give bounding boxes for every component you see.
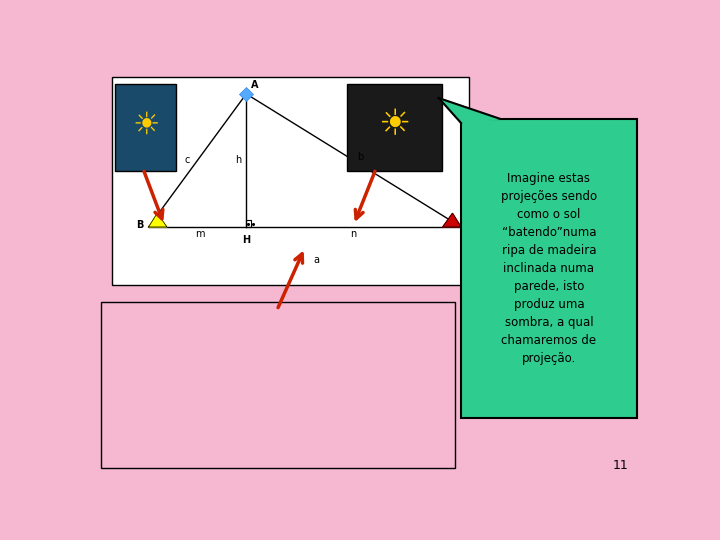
FancyBboxPatch shape	[101, 302, 456, 468]
Text: A: A	[251, 80, 258, 90]
Text: n: n	[210, 423, 217, 436]
Text: H: H	[242, 235, 251, 245]
Text: m: m	[195, 230, 205, 239]
Text: Imagine estas
projeções sendo
como o sol
“batendo”numa
ripa de madeira
inclinada: Imagine estas projeções sendo como o sol…	[501, 172, 597, 365]
Text: m (segmento ̅B̅H) é a projeção do cateto c: m (segmento ̅B̅H) é a projeção do cateto…	[108, 345, 359, 357]
Text: n: n	[351, 230, 357, 239]
Text: sobre a hipotenusa e n (segmento ̅C̅H) é a: sobre a hipotenusa e n (segmento ̅C̅H) é…	[108, 370, 359, 383]
Text: a = m + n: a = m + n	[220, 318, 292, 331]
Polygon shape	[148, 213, 167, 227]
Text: a: a	[313, 255, 319, 265]
Text: (segmento ̅B̅C).: (segmento ̅B̅C).	[171, 449, 267, 462]
Text: (̅C̅H) é igual a: (̅C̅H) é igual a	[217, 423, 302, 436]
Text: (̅B̅H) +: (̅B̅H) +	[161, 423, 209, 436]
Text: hipotenusa: hipotenusa	[108, 449, 178, 462]
Text: ☀: ☀	[378, 108, 410, 142]
Text: a soma de: a soma de	[108, 423, 173, 436]
Text: b: b	[357, 152, 364, 162]
FancyBboxPatch shape	[112, 77, 469, 285]
Text: C: C	[466, 222, 473, 232]
Text: , ou seja: , ou seja	[294, 318, 343, 331]
Text: Outra relação métrica é:: Outra relação métrica é:	[108, 318, 261, 331]
Text: B: B	[135, 220, 143, 230]
Polygon shape	[438, 98, 500, 123]
FancyBboxPatch shape	[115, 84, 176, 171]
FancyBboxPatch shape	[347, 84, 441, 171]
FancyBboxPatch shape	[461, 119, 637, 418]
Text: m: m	[153, 423, 165, 436]
Text: ☀: ☀	[132, 111, 160, 140]
Text: projeção do cateto b sobre a hipotenusa, logo: projeção do cateto b sobre a hipotenusa,…	[108, 397, 379, 410]
Text: a: a	[163, 449, 171, 462]
Text: 11: 11	[613, 460, 629, 472]
Text: h: h	[235, 156, 241, 165]
Text: c: c	[185, 156, 190, 165]
Polygon shape	[443, 213, 461, 227]
